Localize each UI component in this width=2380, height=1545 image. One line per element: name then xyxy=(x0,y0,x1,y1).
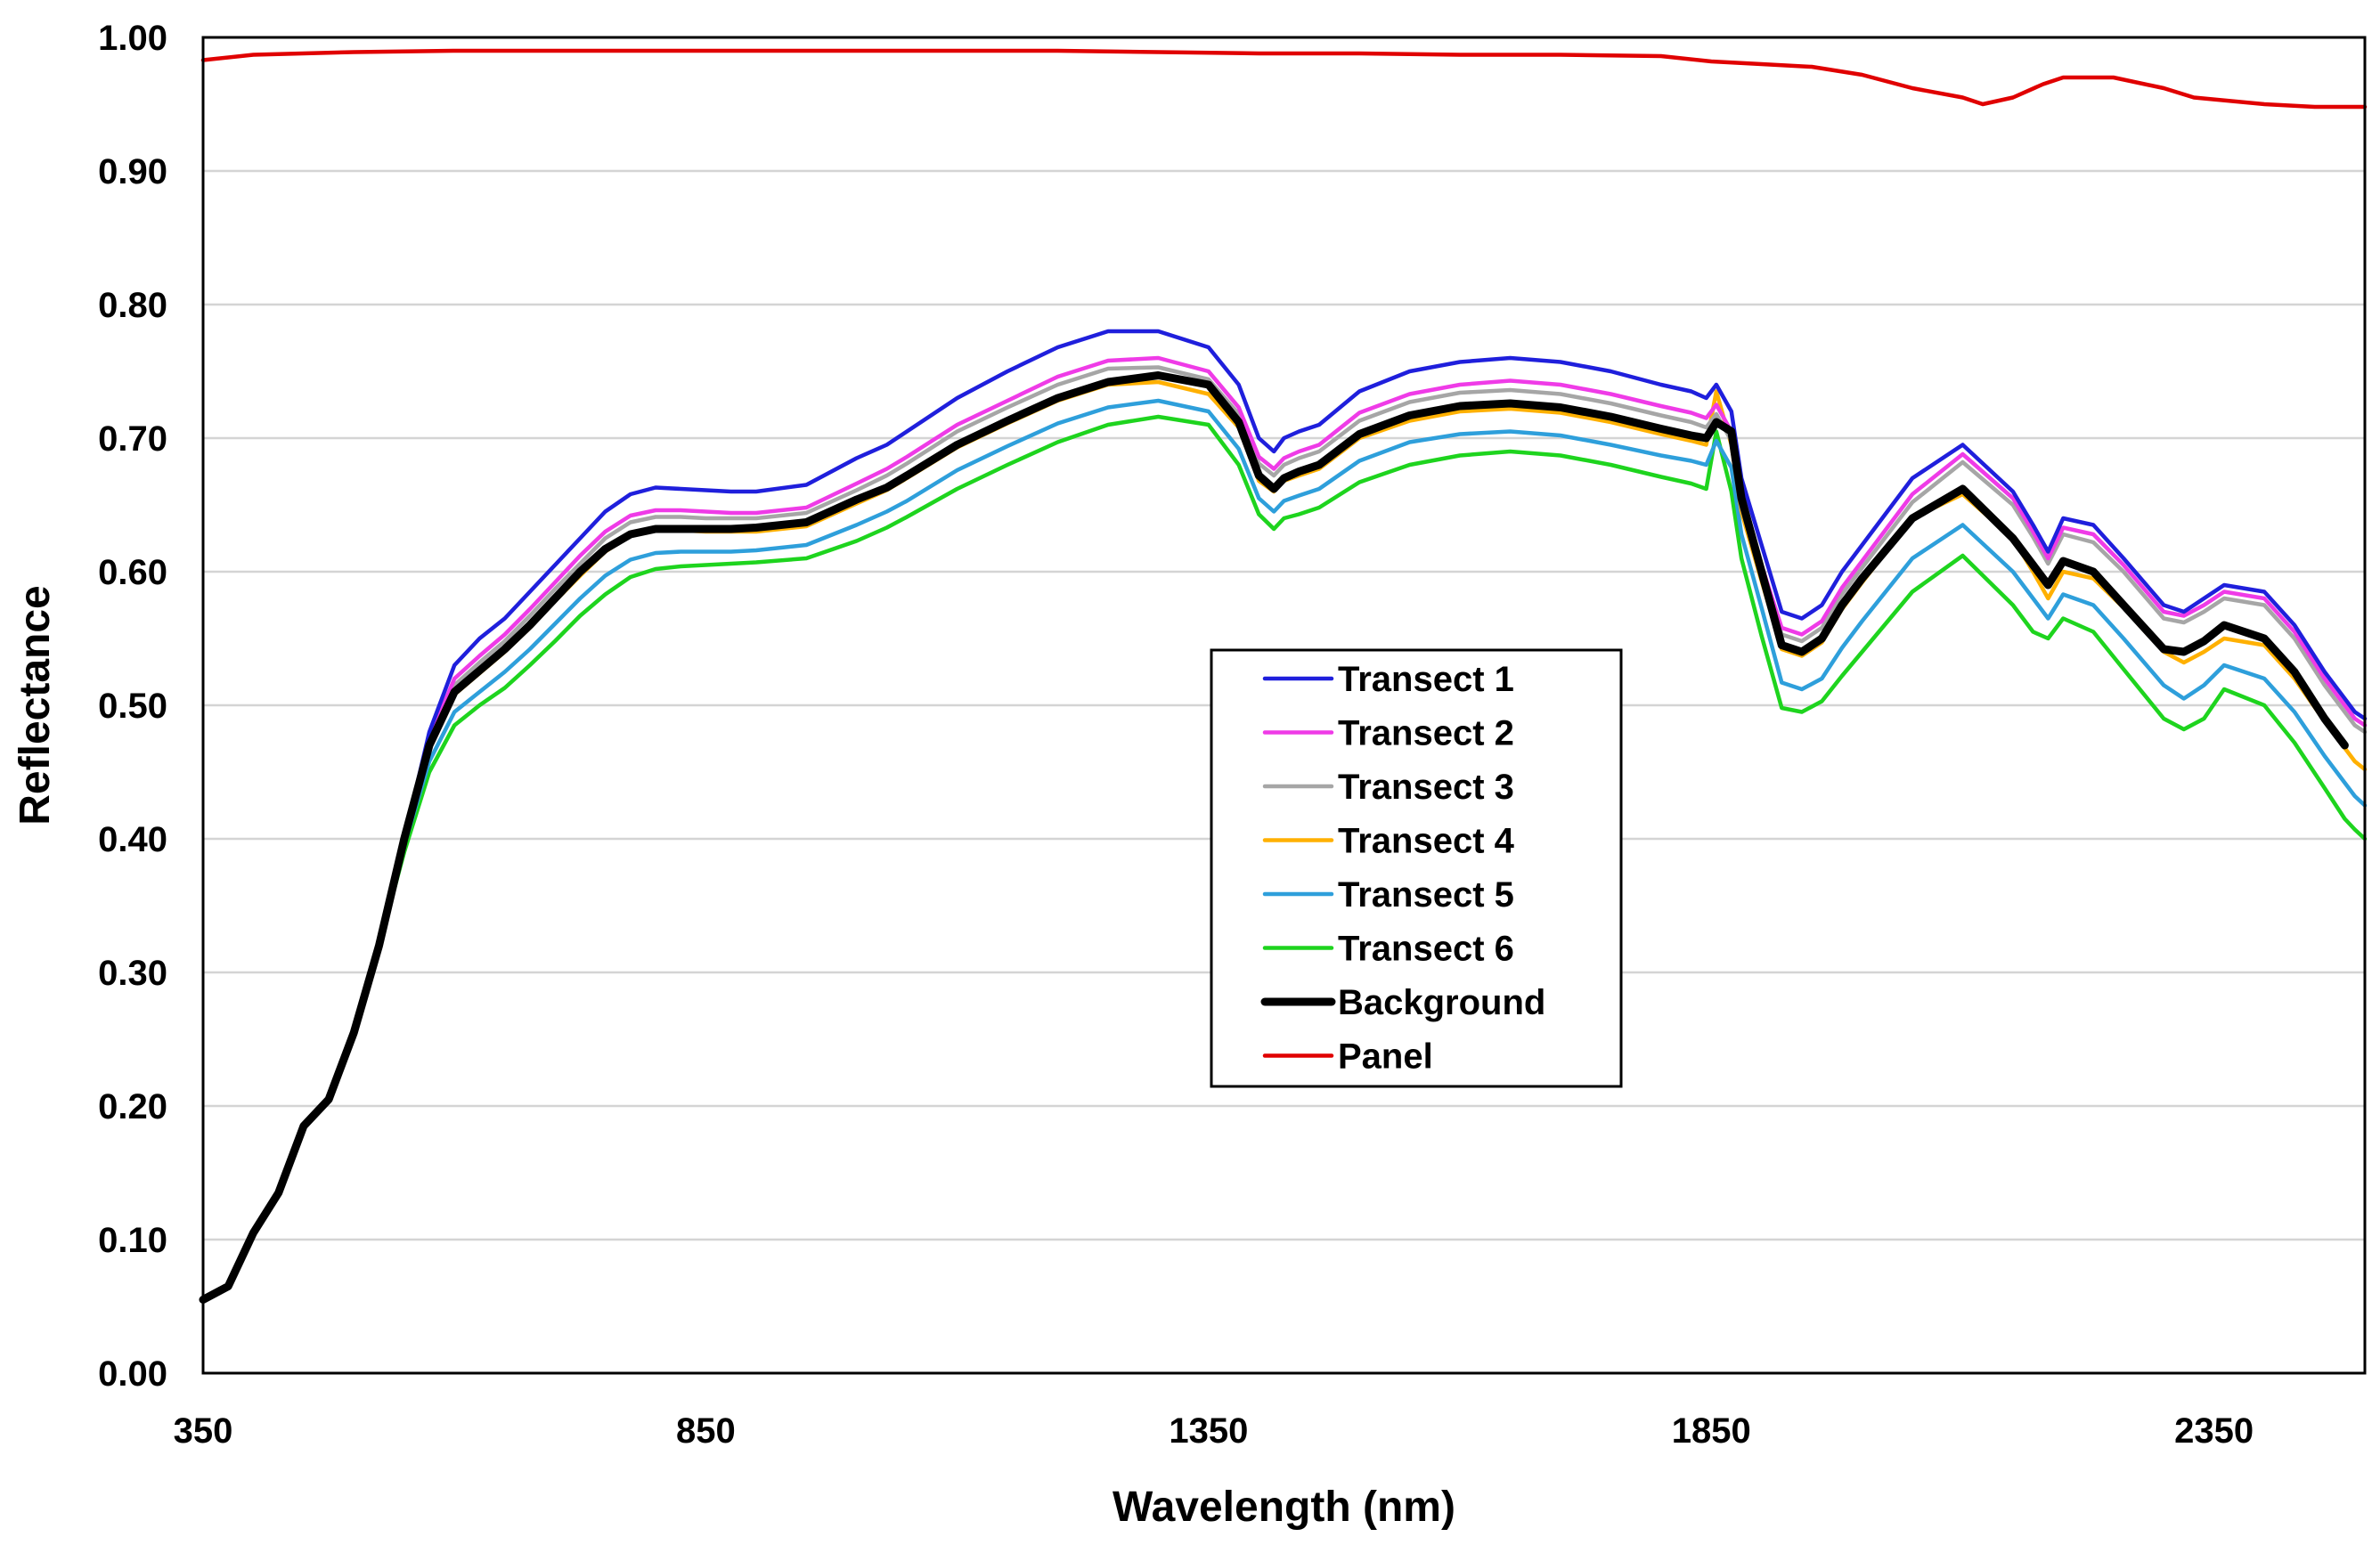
series-line-transect-2 xyxy=(200,355,2368,1302)
x-tick-label: 850 xyxy=(676,1411,736,1451)
series-line-transect-3 xyxy=(200,365,2368,1302)
legend-label-background: Background xyxy=(1338,983,1545,1022)
legend-label-transect-3: Transect 3 xyxy=(1338,768,1514,807)
y-tick-label: 0.20 xyxy=(98,1087,167,1126)
series-line-transect-6 xyxy=(200,414,2368,1302)
legend-label-transect-5: Transect 5 xyxy=(1338,875,1514,915)
y-tick-label: 0.60 xyxy=(98,553,167,592)
series-line-transect-1 xyxy=(200,329,2368,1302)
series-layer xyxy=(199,48,2368,1304)
legend-label-transect-2: Transect 2 xyxy=(1338,714,1514,753)
x-tick-label: 1350 xyxy=(1169,1411,1248,1451)
x-tick-labels: 350 850 1350 1850 2350 xyxy=(174,1411,2254,1451)
series-line-background xyxy=(199,371,2349,1304)
series-line-transect-5 xyxy=(200,398,2368,1302)
y-tick-label: 0.90 xyxy=(98,152,167,191)
legend-label-transect-6: Transect 6 xyxy=(1338,930,1514,969)
series-line-panel xyxy=(200,48,2368,110)
x-tick-label: 350 xyxy=(174,1411,233,1451)
y-tick-label: 0.70 xyxy=(98,419,167,459)
x-tick-label: 2350 xyxy=(2174,1411,2254,1451)
y-tick-label: 0.40 xyxy=(98,820,167,859)
legend-label-transect-4: Transect 4 xyxy=(1338,822,1515,861)
y-tick-label: 0.00 xyxy=(98,1354,167,1394)
legend-label-transect-1: Transect 1 xyxy=(1338,660,1514,699)
x-tick-label: 1850 xyxy=(1672,1411,1751,1451)
y-tick-label: 0.80 xyxy=(98,286,167,325)
legend: Transect 1 Transect 2 Transect 3 Transect 4… xyxy=(1210,648,1623,1088)
y-tick-label: 1.00 xyxy=(98,19,167,58)
x-axis-title: Wavelength (nm) xyxy=(1113,1484,1455,1531)
y-tick-labels: 0.00 0.10 0.20 0.30 0.40 0.50 0.60 0.70 0.80 0.90… xyxy=(98,19,167,1394)
y-tick-label: 0.10 xyxy=(98,1221,167,1260)
y-tick-label: 0.50 xyxy=(98,687,167,726)
legend-label-panel: Panel xyxy=(1338,1037,1433,1077)
y-tick-label: 0.30 xyxy=(98,954,167,993)
plot-area-border xyxy=(201,36,2367,1375)
legend-box xyxy=(1210,648,1623,1088)
y-axis-title: Reflectance xyxy=(12,585,59,825)
